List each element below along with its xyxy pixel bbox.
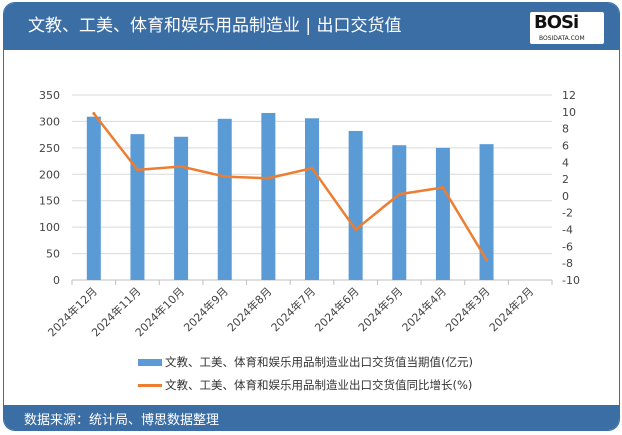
x-axis-tick-label: 2024年4月 [399,284,449,334]
line-point [223,175,227,179]
x-axis-tick-label: 2024年6月 [312,284,362,334]
line-point [397,192,401,196]
footer-bar: 数据来源：统计局、博思数据整理 [4,405,619,430]
left-axis-tick-label: 300 [39,115,60,128]
growth-line [92,112,488,261]
chart-title: 文教、工美、体育和娱乐用品制造业 | 出口交货值 [28,16,402,36]
right-axis-tick-label: 8 [562,123,569,136]
legend-item-line: 文教、工美、体育和娱乐用品制造业出口交货值同比增长(%) [138,377,472,393]
right-axis-tick-label: 4 [562,156,569,169]
line-point [310,166,314,170]
right-axis-tick-label: 6 [562,139,569,152]
bar [305,118,319,280]
bar [174,136,189,280]
right-axis-tick-label: -4 [562,224,573,237]
bar [392,145,407,280]
bar [86,116,101,281]
legend-swatch-line [138,384,162,387]
line-point [266,176,270,180]
bar [435,147,450,280]
x-axis-tick-label: 2024年7月 [268,284,318,334]
left-axis-tick-label: 150 [39,195,60,208]
left-axis-tick-label: 200 [39,168,60,181]
right-axis-tick-label: -10 [562,274,580,287]
x-axis-tick-label: 2024年8月 [224,284,274,334]
line-point [92,112,96,115]
right-axis-tick-label: -2 [562,207,573,220]
left-axis-tick-label: 0 [53,274,60,287]
line-point [485,258,489,262]
data-source: 数据来源：统计局、博思数据整理 [24,413,220,428]
left-axis-tick-label: 350 [39,89,60,102]
line-point [179,164,183,168]
line-point [135,168,139,172]
x-axis-tick-label: 2024年2月 [486,284,536,334]
left-axis-tick-label: 50 [46,248,60,261]
x-axis-tick-label: 2024年9月 [181,284,231,334]
logo-subtext: BOSIDATA.COM [539,35,585,42]
right-axis-tick-label: -6 [562,240,573,253]
x-axis-tick-label: 2024年5月 [355,284,405,334]
logo-text: BOSi [534,12,579,33]
legend-label-bar: 文教、工美、体育和娱乐用品制造业出口交货值当期值(亿元) [165,355,473,369]
bar [261,112,276,280]
bar [479,144,494,280]
bar [130,134,145,280]
bosi-logo: BOSi BOSIDATA.COM [530,12,604,44]
legend-swatch-bar [138,359,162,366]
legend-label-line: 文教、工美、体育和娱乐用品制造业出口交货值同比增长(%) [165,378,473,392]
legend-item-bar: 文教、工美、体育和娱乐用品制造业出口交货值当期值(亿元) [138,354,473,370]
line-point [441,186,445,189]
bar [217,118,232,281]
left-axis-tick-label: 100 [39,221,60,234]
left-axis-tick-label: 250 [39,142,60,155]
right-axis-tick-label: 10 [562,106,576,119]
right-axis-tick-label: 12 [562,89,576,102]
header-bar: 文教、工美、体育和娱乐用品制造业 | 出口交货值 BOSi BOSIDATA.C… [4,3,619,50]
right-axis-tick-label: 2 [562,173,569,186]
line-point [354,228,358,232]
bar [348,130,363,280]
x-axis-tick-label: 2024年3月 [442,284,492,334]
right-axis-tick-label: -8 [562,257,573,270]
right-axis-tick-label: 0 [562,190,569,203]
chart-frame: 文教、工美、体育和娱乐用品制造业 | 出口交货值 BOSi BOSIDATA.C… [3,2,620,431]
